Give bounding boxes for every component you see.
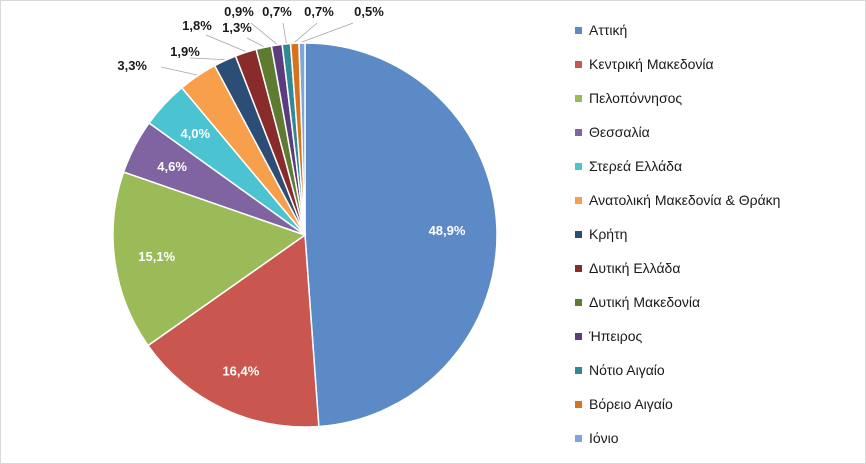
leader-line <box>282 22 287 43</box>
leader-line <box>160 66 198 76</box>
legend-label: Ιόνιο <box>589 430 619 446</box>
legend-swatch <box>575 401 582 408</box>
legend-swatch <box>575 299 582 306</box>
legend-label: Νότιο Αιγαίο <box>589 362 665 378</box>
legend-label: Ανατολική Μακεδονία & Θράκη <box>589 192 781 208</box>
data-label: 0,7% <box>262 4 292 19</box>
legend-swatch <box>575 265 582 272</box>
data-label: 16,4% <box>222 363 259 378</box>
leader-line <box>301 22 354 43</box>
legend-item: Βόρειο Αιγαίο <box>575 396 860 430</box>
data-label: 4,0% <box>180 126 210 141</box>
legend: Αττική Κεντρική Μακεδονία Πελοπόννησος Θεσσ… <box>575 22 860 463</box>
legend-label: Κεντρική Μακεδονία <box>589 56 714 72</box>
legend-item: Ήπειρος <box>575 328 860 362</box>
data-label: 1,9% <box>170 44 200 59</box>
legend-item: Θεσσαλία <box>575 124 860 158</box>
pie-slice <box>304 42 498 428</box>
leader-line <box>294 22 318 43</box>
legend-label: Θεσσαλία <box>589 124 650 140</box>
legend-label: Κρήτη <box>589 226 628 242</box>
pie-slice <box>298 42 306 236</box>
legend-swatch <box>575 95 582 102</box>
legend-label: Βόρειο Αιγαίο <box>589 396 673 412</box>
legend-swatch <box>575 367 582 374</box>
legend-item: Ανατολική Μακεδονία & Θράκη <box>575 192 860 226</box>
data-label: 1,8% <box>182 18 212 33</box>
legend-swatch <box>575 61 582 68</box>
leader-line <box>205 34 246 52</box>
legend-item: Δυτική Μακεδονία <box>575 294 860 328</box>
legend-item: Κρήτη <box>575 226 860 260</box>
legend-label: Δυτική Ελλάδα <box>589 260 681 276</box>
legend-item: Στερεά Ελλάδα <box>575 158 860 192</box>
legend-label: Αττική <box>589 22 628 38</box>
legend-item: Νότιο Αιγαίο <box>575 362 860 396</box>
legend-label: Ήπειρος <box>589 328 643 344</box>
data-label: 3,3% <box>117 58 147 73</box>
legend-item: Αττική <box>575 22 860 56</box>
pie-slice <box>112 171 307 347</box>
data-label: 0,5% <box>354 4 384 19</box>
data-label: 0,7% <box>304 4 334 19</box>
legend-swatch <box>575 197 582 204</box>
leader-line <box>189 57 225 60</box>
legend-label: Πελοπόννησος <box>589 90 683 106</box>
legend-swatch <box>575 27 582 34</box>
data-label: 4,6% <box>157 159 187 174</box>
legend-item: Πελοπόννησος <box>575 90 860 124</box>
legend-swatch <box>575 333 582 340</box>
pie-slice <box>146 233 320 428</box>
legend-swatch <box>575 435 582 442</box>
data-label: 48,9% <box>429 223 466 238</box>
leader-line <box>250 22 277 45</box>
legend-swatch <box>575 129 582 136</box>
legend-item: Δυτική Ελλάδα <box>575 260 860 294</box>
data-label: 1,3% <box>222 20 252 35</box>
data-label: 0,9% <box>224 4 254 19</box>
legend-item: Ιόνιο <box>575 430 860 463</box>
legend-swatch <box>575 231 582 238</box>
legend-label: Στερεά Ελλάδα <box>589 158 683 174</box>
legend-item: Κεντρική Μακεδονία <box>575 56 860 90</box>
leader-line <box>246 37 264 47</box>
legend-swatch <box>575 163 582 170</box>
legend-label: Δυτική Μακεδονία <box>589 294 701 310</box>
data-label: 15,1% <box>138 249 175 264</box>
